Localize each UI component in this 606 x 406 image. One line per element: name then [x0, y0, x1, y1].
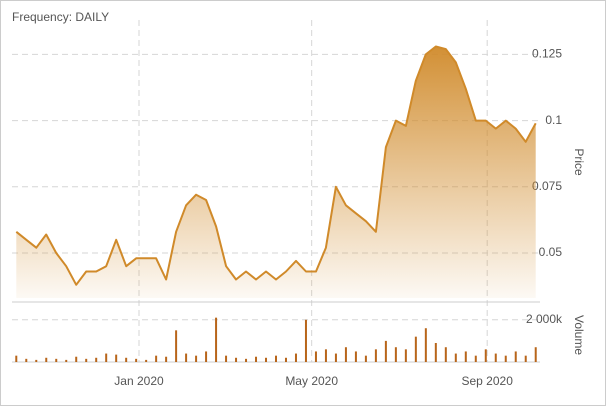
volume-bar	[245, 358, 248, 362]
volume-bar	[275, 355, 277, 362]
y-tick-label: 0.075	[532, 179, 562, 193]
volume-bar	[524, 355, 527, 362]
volume-bar	[65, 359, 68, 362]
volume-bar	[454, 353, 457, 362]
volume-bar	[394, 347, 397, 362]
volume-bar	[225, 355, 228, 362]
volume-tick-label: 2 000k	[526, 312, 563, 326]
volume-bar	[45, 357, 48, 362]
volume-bar	[354, 351, 357, 362]
volume-bar	[155, 355, 158, 362]
volume-bar	[304, 319, 307, 362]
volume-bar	[504, 355, 507, 362]
volume-bar	[165, 356, 168, 362]
volume-bar	[404, 349, 407, 362]
volume-bar	[494, 353, 497, 362]
volume-bar	[35, 359, 38, 362]
volume-bar	[364, 355, 367, 362]
x-tick-label: Jan 2020	[114, 374, 164, 388]
volume-bar	[205, 351, 208, 362]
volume-axis-label: Volume	[572, 315, 586, 355]
volume-bar	[125, 357, 128, 362]
volume-bar	[514, 351, 517, 362]
volume-bar	[145, 359, 148, 362]
price-area	[16, 46, 536, 298]
volume-bar	[255, 356, 258, 362]
y-tick-label: 0.125	[532, 47, 562, 61]
x-tick-label: Sep 2020	[462, 374, 514, 388]
volume-bar	[195, 355, 198, 362]
volume-bar	[235, 357, 238, 362]
y-tick-label: 0.1	[545, 113, 562, 127]
volume-bar	[215, 317, 218, 362]
volume-bar	[105, 353, 108, 362]
chart-title: Frequency: DAILY	[12, 10, 109, 24]
volume-bar	[474, 355, 477, 362]
volume-bar	[95, 357, 98, 362]
volume-bar	[175, 330, 178, 362]
volume-bar	[484, 349, 487, 362]
volume-bar	[434, 343, 437, 362]
volume-bar	[115, 354, 118, 362]
volume-bar	[284, 357, 287, 362]
volume-bar	[75, 356, 78, 362]
volume-bar	[55, 358, 58, 362]
volume-bar	[344, 347, 347, 362]
volume-bar	[314, 351, 317, 362]
volume-bar	[135, 358, 138, 362]
volume-bar	[85, 358, 88, 362]
volume-bar	[185, 353, 188, 362]
volume-bar	[374, 349, 377, 362]
volume-bar	[464, 351, 467, 362]
volume-bar	[324, 349, 327, 362]
volume-bar	[334, 353, 337, 362]
volume-bar	[424, 328, 427, 362]
y-tick-label: 0.05	[539, 245, 563, 259]
volume-bar	[265, 357, 268, 362]
volume-bar	[294, 353, 297, 362]
volume-bar	[414, 336, 417, 362]
volume-bar	[534, 347, 537, 362]
x-tick-label: May 2020	[285, 374, 338, 388]
volume-bar	[15, 355, 18, 362]
volume-bar	[25, 358, 28, 362]
volume-bar	[384, 340, 387, 362]
volume-bar	[444, 347, 447, 362]
y-axis-label: Price	[572, 148, 586, 176]
price-line	[15, 45, 537, 286]
